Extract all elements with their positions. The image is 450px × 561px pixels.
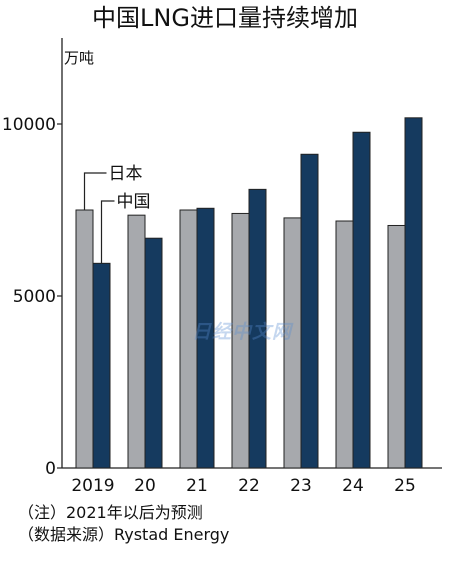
y-axis-unit-label: 万吨 (64, 49, 94, 67)
x-tick-label: 20 (134, 476, 156, 496)
bar-japan-6 (387, 224, 406, 469)
axes: 0 5000 10000 2019 20 21 22 23 24 25 (2, 38, 442, 496)
bar-china-4 (300, 153, 319, 469)
bar-japan-0 (75, 209, 94, 469)
footnote-forecast: （注）2021年以后为预测 (18, 503, 203, 522)
bar-china-6 (404, 117, 423, 469)
x-tick-label: 2019 (71, 476, 114, 496)
bar-china-5 (352, 131, 371, 469)
bar-china-2 (196, 207, 215, 469)
footnote-source: （数据来源）Rystad Energy (18, 525, 230, 544)
bars (75, 117, 423, 469)
x-tick-label: 24 (342, 476, 364, 496)
y-tick-label: 0 (45, 459, 56, 479)
legend-label-japan: 日本 (109, 164, 143, 184)
chart: 中国LNG进口量持续增加 万吨 0 5000 10000 2019 20 21 22 23 24… (2, 4, 442, 496)
y-tick-label: 5000 (13, 287, 56, 307)
y-tick-label: 10000 (2, 115, 56, 135)
legend-leader-japan (83, 172, 107, 210)
bar-china-3 (248, 188, 267, 469)
bar-china-1 (144, 237, 163, 469)
legend-leader-china (100, 200, 115, 264)
x-tick-label: 25 (394, 476, 416, 496)
bar-china-0 (92, 262, 111, 469)
legend-label-china: 中国 (117, 192, 151, 212)
watermark: 日经中文网 (192, 321, 293, 343)
chart-title: 中国LNG进口量持续增加 (92, 4, 358, 32)
x-tick-label: 23 (290, 476, 312, 496)
x-tick-label: 22 (238, 476, 260, 496)
x-tick-label: 21 (186, 476, 208, 496)
bar-japan-1 (127, 214, 146, 469)
bar-japan-5 (335, 220, 354, 469)
